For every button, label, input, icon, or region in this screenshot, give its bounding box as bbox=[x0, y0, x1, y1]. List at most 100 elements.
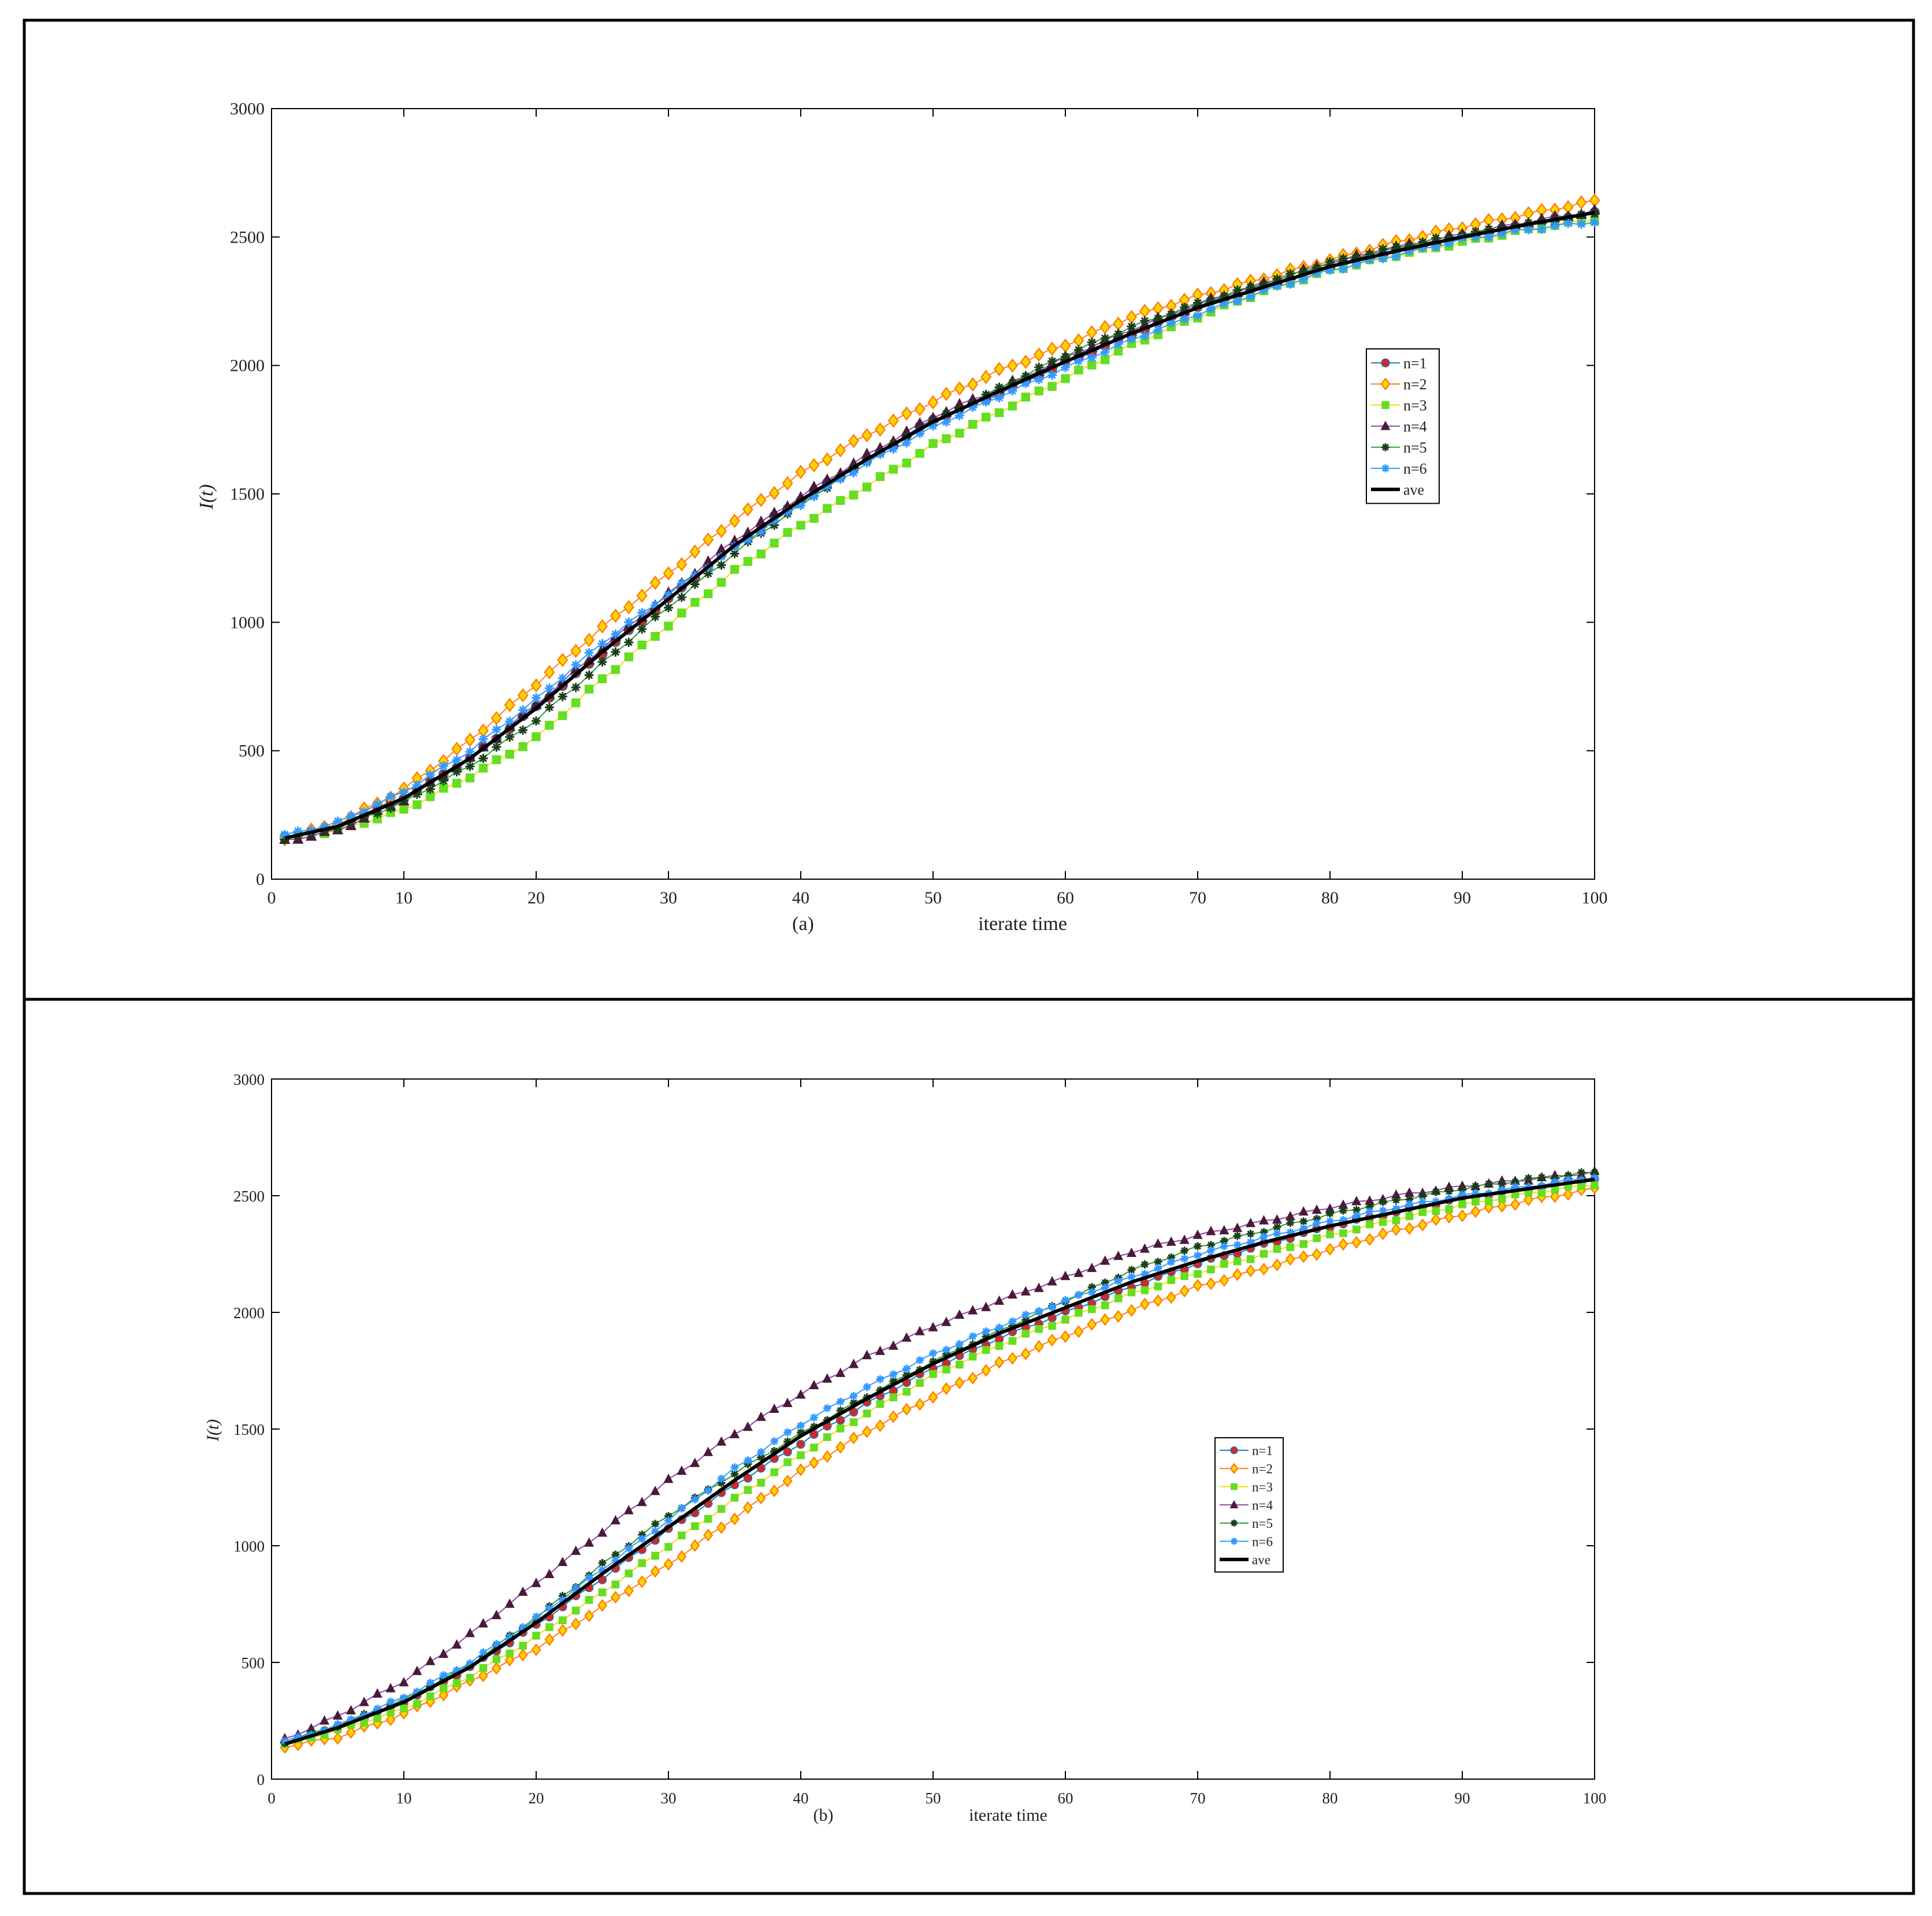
panel-b-n=4-point-26 bbox=[623, 1505, 634, 1515]
panel-b-n=2-point-81 bbox=[1351, 1236, 1362, 1249]
panel-b-n=3-point-73 bbox=[1246, 1255, 1255, 1263]
panel-b-n=3-point-44 bbox=[863, 1409, 871, 1418]
panel-b-n=6-point-40 bbox=[809, 1413, 818, 1422]
panel-a-n=5-point-7 bbox=[373, 809, 382, 819]
panel-a-n=6-point-1 bbox=[293, 826, 303, 836]
panel-a-n=2-point-61 bbox=[1086, 325, 1098, 340]
panel-b-n=6-point-24 bbox=[598, 1565, 607, 1574]
panel-a-legend-label: n=5 bbox=[1403, 439, 1427, 456]
panel-b-n=3-point-47 bbox=[902, 1387, 911, 1396]
panel-b-n=2-point-33 bbox=[716, 1521, 727, 1534]
panel-b-n=3-point-51 bbox=[956, 1360, 964, 1369]
panel-b-n=5-point-88 bbox=[1445, 1187, 1454, 1196]
panel-b-n=5-point-78 bbox=[1313, 1215, 1321, 1223]
panel-b-n=3-point-54 bbox=[995, 1342, 1004, 1350]
panel-a-ytick-label: 2000 bbox=[230, 356, 265, 375]
panel-b-n=6-point-16 bbox=[492, 1640, 501, 1649]
panel-a-n=3-point-19 bbox=[532, 732, 541, 742]
panel-a-n=5-point-62 bbox=[1100, 333, 1110, 343]
panel-b-n=5-point-39 bbox=[797, 1428, 805, 1437]
panel-b-n=6-point-56 bbox=[1021, 1311, 1030, 1319]
panel-a-n=2-point-17 bbox=[504, 698, 515, 712]
panel-a-n=6-point-12 bbox=[439, 761, 448, 771]
panel-b-n=2-point-4 bbox=[332, 1732, 343, 1745]
panel-b-n=5-point-80 bbox=[1339, 1206, 1347, 1215]
panel-b-n=3-point-91 bbox=[1485, 1197, 1493, 1206]
panel-b-n=5-point-67 bbox=[1167, 1253, 1176, 1262]
panel-b-n=3-point-57 bbox=[1035, 1325, 1043, 1333]
panel-a-n=2-point-14 bbox=[464, 732, 476, 747]
panel-b-n=5-point-75 bbox=[1273, 1223, 1281, 1232]
panel-b-n=3-point-61 bbox=[1088, 1305, 1096, 1314]
panel-b-n=2-point-46 bbox=[888, 1410, 898, 1423]
panel-b-n=6-point-96 bbox=[1551, 1178, 1559, 1186]
panel-a-xtick-label: 100 bbox=[1582, 888, 1608, 907]
panel-a-n=5-point-13 bbox=[452, 767, 462, 777]
panel-b-n=3-point-23 bbox=[585, 1595, 593, 1604]
panel-b-n=5-point-38 bbox=[783, 1437, 792, 1446]
panel-a-n=5-point-59 bbox=[1061, 352, 1070, 362]
panel-b-n=5-point-27 bbox=[638, 1530, 647, 1539]
panel-b-n=4-point-5 bbox=[345, 1705, 356, 1714]
panel-a-n=5-point-66 bbox=[1153, 314, 1163, 323]
panel-b-n=3-point-88 bbox=[1445, 1205, 1453, 1214]
panel-a-n=3-point-59 bbox=[1061, 374, 1070, 384]
panel-a-n=3-point-13 bbox=[452, 779, 462, 788]
panel-a-n=6-point-58 bbox=[1047, 370, 1057, 380]
panel-b-xtick-label: 10 bbox=[396, 1789, 412, 1807]
panel-b-n=5-point-94 bbox=[1524, 1174, 1533, 1182]
panel-a-series-ave bbox=[284, 211, 1595, 840]
panel-a-n=3-point-9 bbox=[399, 805, 408, 814]
panel-a-n=3-point-62 bbox=[1101, 355, 1110, 364]
panel-a-n=3-point-51 bbox=[955, 429, 964, 438]
panel-a-n=6-point-55 bbox=[1008, 386, 1017, 396]
panel-b-xtick-label: 70 bbox=[1190, 1789, 1206, 1807]
panel-b-n=2-point-42 bbox=[835, 1441, 846, 1454]
panel-a-n=6-point-86 bbox=[1418, 243, 1428, 252]
panel-a-n=6-point-65 bbox=[1140, 331, 1150, 341]
panel-a-n=2-point-54 bbox=[993, 362, 1005, 377]
panel-a-xtick-label: 50 bbox=[924, 888, 942, 907]
panel-b-n=4-point-78 bbox=[1311, 1204, 1322, 1214]
panel-a-n=5-point-21 bbox=[558, 691, 567, 701]
panel-a-n=2-point-42 bbox=[835, 442, 846, 457]
panel-a-legend-label: n=4 bbox=[1403, 418, 1427, 435]
panel-b-ytick-label: 3000 bbox=[233, 1071, 265, 1088]
panel-b-n=6-point-82 bbox=[1365, 1207, 1374, 1216]
panel-b-n=6-point-63 bbox=[1114, 1277, 1123, 1285]
panel-b-n=4-point-34 bbox=[729, 1428, 740, 1438]
panel-a-xlabel: iterate time bbox=[978, 913, 1067, 935]
panel-a-n=6-point-5 bbox=[346, 811, 356, 821]
panel-b-n=2-point-62 bbox=[1100, 1313, 1110, 1326]
panel-a-n=6-point-87 bbox=[1431, 242, 1441, 252]
panel-b-n=3-point-58 bbox=[1048, 1322, 1056, 1330]
panel-b-n=5-point-64 bbox=[1127, 1266, 1136, 1274]
panel-a-n=3-point-41 bbox=[823, 504, 832, 513]
panel-a-n=2-point-29 bbox=[663, 566, 674, 581]
panel-a-n=2-point-35 bbox=[742, 502, 753, 517]
panel-b-n=4-point-22 bbox=[571, 1545, 581, 1555]
panel-a-n=6-point-59 bbox=[1061, 363, 1070, 373]
panel-a-n=3-point-21 bbox=[558, 711, 567, 720]
panel-b: 0 10 20 30 40 50 60 70 80 90 100050010001500200025… bbox=[203, 1071, 1606, 1825]
panel-b-n=4-point-69 bbox=[1192, 1229, 1203, 1239]
panel-a-n=2-point-98 bbox=[1576, 195, 1587, 210]
panel-b-n=4-point-23 bbox=[584, 1537, 595, 1547]
panel-b-n=2-point-49 bbox=[928, 1390, 938, 1404]
panel-b-n=2-point-16 bbox=[491, 1662, 501, 1675]
panel-b-n=4-point-55 bbox=[1007, 1289, 1017, 1299]
panel-b-n=6-point-33 bbox=[717, 1475, 726, 1483]
panel-b-n=6-point-14 bbox=[466, 1659, 474, 1668]
panel-b-n=4-point-32 bbox=[703, 1446, 714, 1456]
panel-b-n=6-point-25 bbox=[611, 1556, 620, 1565]
panel-a-n=2-point-25 bbox=[610, 608, 621, 623]
panel-b-n=3-point-10 bbox=[413, 1700, 421, 1708]
panel-a-n=6-point-57 bbox=[1034, 375, 1044, 385]
panel-b-n=2-point-89 bbox=[1457, 1209, 1467, 1222]
panel-b-n=4-point-44 bbox=[861, 1349, 872, 1360]
panel-a-n=6-point-38 bbox=[783, 507, 793, 517]
panel-a-ytick-label: 500 bbox=[239, 742, 265, 761]
panel-b-n=3-point-79 bbox=[1326, 1230, 1334, 1238]
panel-b-n=2-point-15 bbox=[478, 1669, 488, 1683]
panel-a-n=6-point-77 bbox=[1299, 274, 1309, 284]
